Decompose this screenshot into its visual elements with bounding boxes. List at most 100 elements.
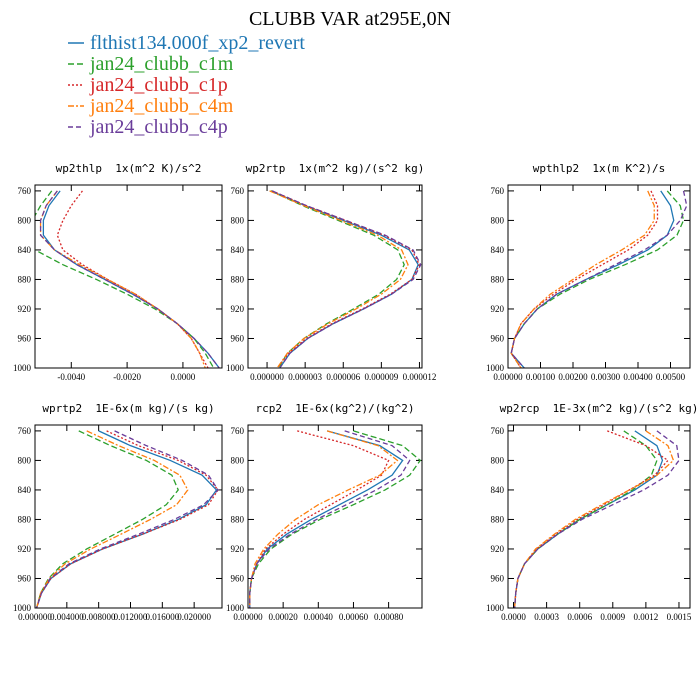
profile-line: [35, 430, 189, 608]
x-tick-label: 0.00000: [493, 372, 523, 382]
panel-title: wp2rcp 1E-3x(m^2 kg)/(s^2 kg): [500, 402, 699, 415]
x-tick-label: -0.0020: [113, 372, 141, 382]
profile-line: [510, 190, 655, 368]
y-tick-label: 760: [18, 186, 32, 196]
y-tick-label: 920: [491, 544, 505, 554]
legend-label: jan24_clubb_c1m: [89, 53, 234, 75]
x-tick-label: 0.00400: [623, 372, 653, 382]
panel: wprtp2 1E-6x(m kg)/(s kg) 760 800 840 880 920…: [13, 402, 223, 622]
profile-line: [269, 190, 409, 368]
profile-line: [513, 430, 675, 608]
y-tick-label: 1000: [486, 603, 505, 613]
profile-line: [249, 430, 422, 608]
y-tick-label: 800: [491, 455, 505, 465]
plot-frame: [507, 424, 691, 609]
profile-line: [510, 190, 688, 368]
x-tick-label: 0.0003: [534, 612, 559, 622]
y-tick-label: 880: [231, 274, 245, 284]
x-tick-label: -0.0040: [57, 372, 85, 382]
profile-line: [249, 430, 399, 608]
y-tick-label: 760: [231, 426, 245, 436]
panel: wp2rcp 1E-3x(m^2 kg)/(s^2 kg) 760 800 840 88…: [486, 402, 698, 622]
plot-frame: [507, 184, 691, 369]
y-tick-label: 880: [18, 514, 32, 524]
x-tick-label: 0.0006: [567, 612, 592, 622]
x-tick-label: 0.000012: [403, 372, 437, 382]
plot-frame: [34, 184, 223, 369]
x-tick-label: 0.00080: [374, 612, 404, 622]
panel-title: wp2thlp 1x(m^2 K)/s^2: [56, 162, 202, 175]
y-tick-label: 1000: [13, 363, 32, 373]
panel: wp2rtp 1x(m^2 kg)/(s^2 kg) 760 800 840 880 92…: [226, 162, 436, 382]
y-tick-label: 800: [18, 215, 32, 225]
panel: wp2thlp 1x(m^2 K)/s^2 760 800 840 880 920 960 1…: [13, 162, 223, 382]
y-tick-label: 760: [18, 426, 32, 436]
x-tick-label: 0.00300: [591, 372, 621, 382]
y-tick-label: 840: [18, 245, 32, 255]
panel: rcp2 1E-6x(kg^2)/(kg^2) 760 800 840 880 920 96…: [226, 402, 423, 622]
profile-line: [249, 430, 404, 608]
plot-frame: [247, 424, 423, 609]
y-tick-label: 960: [491, 333, 505, 343]
profile-line: [249, 430, 390, 608]
legend-label: flthist134.000f_xp2_revert: [90, 32, 305, 54]
y-tick-label: 880: [491, 274, 505, 284]
y-tick-label: 840: [491, 485, 505, 495]
x-tick-label: 0.00100: [526, 372, 556, 382]
x-tick-label: 0.00000: [233, 612, 263, 622]
y-tick-label: 800: [491, 215, 505, 225]
profile-line: [35, 430, 219, 608]
y-tick-label: 920: [231, 544, 245, 554]
x-tick-label: 0.000000: [18, 612, 52, 622]
x-tick-label: 0.000009: [364, 372, 398, 382]
panel-title: wp2rtp 1x(m^2 kg)/(s^2 kg): [246, 162, 425, 175]
y-tick-label: 920: [491, 304, 505, 314]
plot-frame: [34, 424, 223, 609]
y-tick-label: 880: [231, 514, 245, 524]
x-tick-label: 0.0000: [171, 372, 196, 382]
figure-title: CLUBB VAR at295E,0N: [249, 8, 451, 30]
x-tick-label: 0.004000: [50, 612, 84, 622]
y-tick-label: 760: [491, 426, 505, 436]
profile-line: [271, 190, 422, 368]
y-tick-label: 960: [231, 573, 245, 583]
profile-line: [35, 430, 179, 608]
profile-line: [513, 430, 658, 608]
y-tick-label: 960: [18, 333, 32, 343]
profile-line: [35, 430, 219, 608]
x-tick-label: 0.00200: [558, 372, 588, 382]
x-tick-label: 0.000003: [288, 372, 322, 382]
x-tick-label: 0.0009: [600, 612, 625, 622]
y-tick-label: 1000: [13, 603, 32, 613]
y-tick-label: 960: [231, 333, 245, 343]
profile-line: [510, 190, 685, 368]
y-tick-label: 840: [491, 245, 505, 255]
x-tick-label: 0.0015: [667, 612, 692, 622]
profile-line: [39, 190, 220, 368]
x-tick-label: 0.000006: [326, 372, 360, 382]
y-tick-label: 1000: [486, 363, 505, 373]
profile-line: [513, 430, 664, 608]
x-tick-label: 0.016000: [145, 612, 179, 622]
profile-line: [510, 190, 675, 368]
profile-line: [270, 190, 405, 368]
y-tick-label: 800: [231, 215, 245, 225]
y-tick-label: 760: [231, 186, 245, 196]
legend-label: jan24_clubb_c1p: [89, 74, 228, 96]
legend-label: jan24_clubb_c4m: [89, 95, 234, 117]
y-tick-label: 840: [231, 245, 245, 255]
y-tick-label: 1000: [226, 363, 245, 373]
plot-frame: [247, 184, 423, 369]
y-tick-label: 920: [18, 304, 32, 314]
y-tick-label: 880: [491, 514, 505, 524]
x-tick-label: 0.020000: [177, 612, 211, 622]
y-tick-label: 960: [18, 573, 32, 583]
profile-line: [35, 190, 215, 368]
panel-title: rcp2 1E-6x(kg^2)/(kg^2): [256, 402, 415, 415]
panel-title: wprtp2 1E-6x(m kg)/(s kg): [42, 402, 214, 415]
profile-line: [513, 430, 669, 608]
y-tick-label: 920: [18, 544, 32, 554]
x-tick-label: 0.00020: [269, 612, 299, 622]
profile-line: [513, 430, 680, 608]
